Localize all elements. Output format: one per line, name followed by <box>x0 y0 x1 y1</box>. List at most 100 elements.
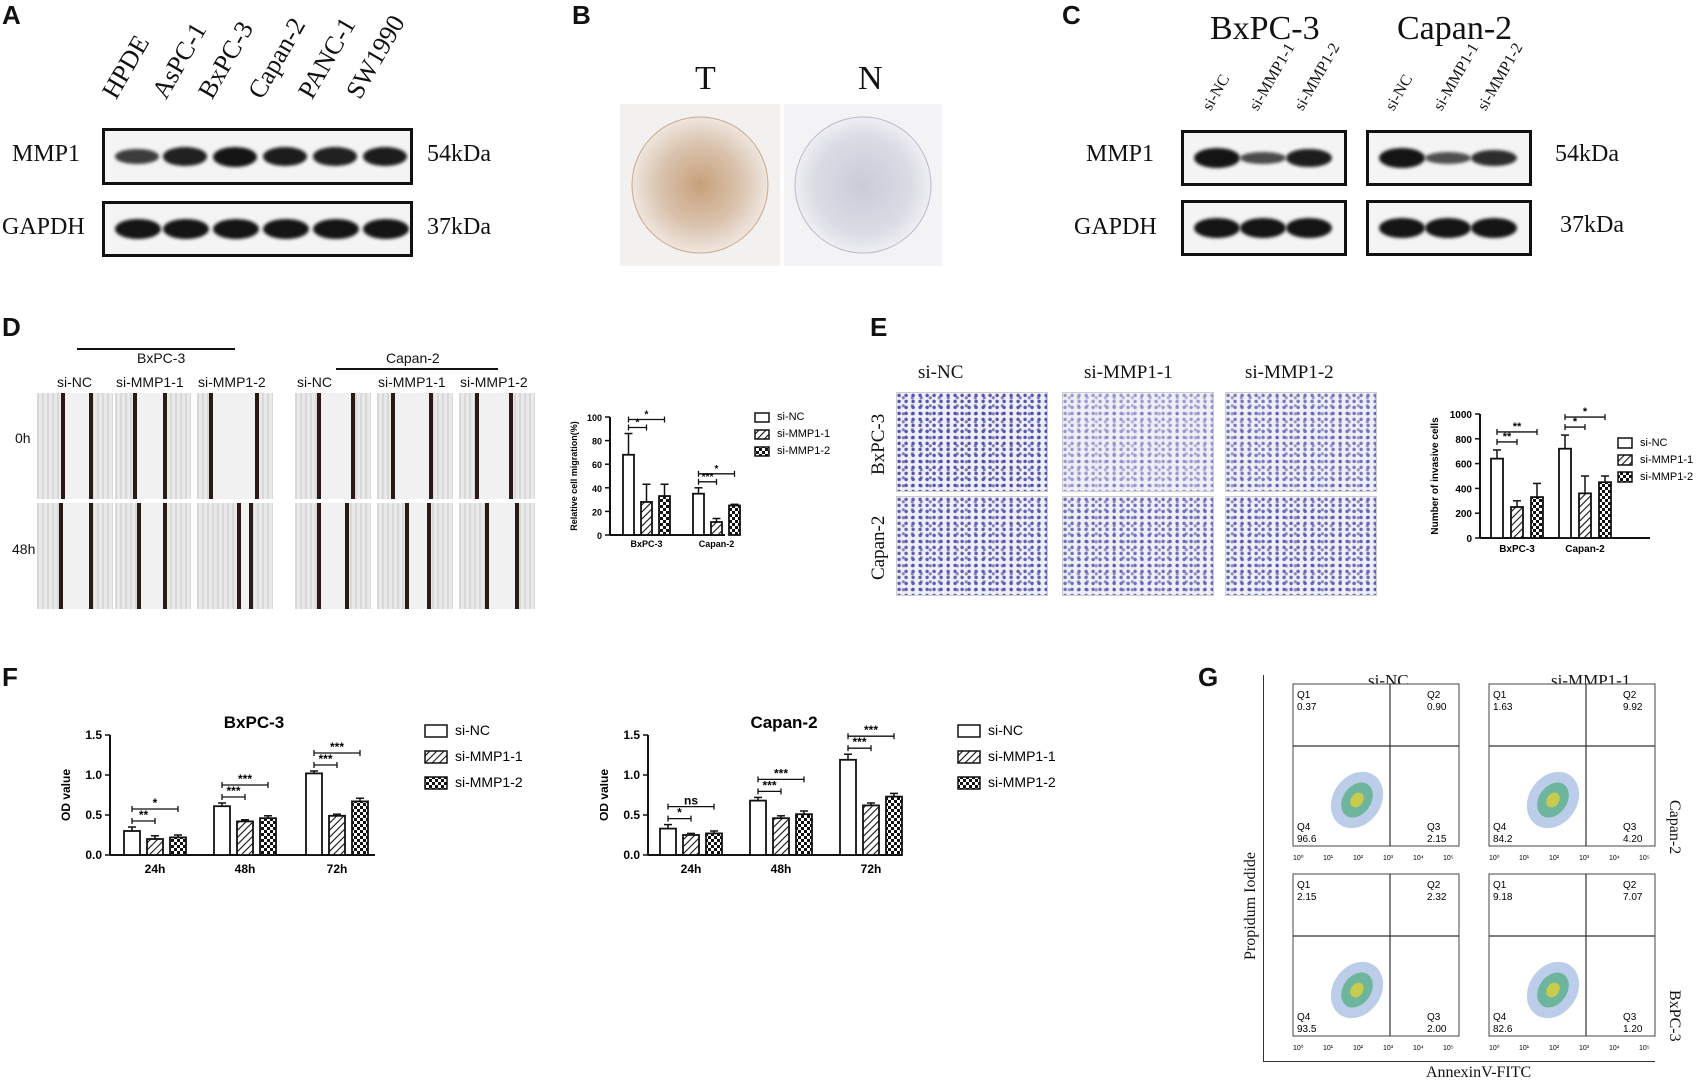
y-tick-label: 0 <box>1466 534 1472 545</box>
y-tick-label: 400 <box>1455 484 1472 495</box>
wound-image <box>197 503 273 609</box>
bar <box>772 817 790 856</box>
row-label-capan2-g: Capan-2 <box>1666 800 1683 855</box>
legend-label: si-NC <box>455 722 490 738</box>
y-tick-label: 100 <box>587 413 602 423</box>
wound-edge <box>249 503 253 609</box>
sig-label: *** <box>762 778 776 792</box>
wound-edge <box>427 503 431 609</box>
cell-population-peak <box>1546 792 1560 808</box>
quadrant-value: 2.32 <box>1427 892 1447 903</box>
wound-edge <box>137 503 141 609</box>
y-tick-label: 80 <box>592 437 602 447</box>
wound-gap <box>475 393 509 499</box>
x-tick-label-g: 10³ <box>1383 1045 1394 1052</box>
mmp1-blot-capan2 <box>1366 130 1532 186</box>
flow-plot-frame <box>1292 683 1460 847</box>
bar <box>146 838 164 856</box>
bar <box>640 501 653 536</box>
legend-label: si-NC <box>1640 437 1668 449</box>
sig-label: * <box>153 796 158 810</box>
y-tick-label: 0.5 <box>623 808 640 822</box>
time-label-48h: 48h <box>12 541 36 557</box>
legend-swatch <box>1617 437 1633 449</box>
y-tick-label: 1000 <box>1450 410 1473 421</box>
wound-edge <box>485 503 489 609</box>
x-tick-label-g: 10⁴ <box>1609 1045 1620 1052</box>
legend-label: si-MMP1-2 <box>777 445 830 457</box>
panel-label-b: B <box>572 0 591 30</box>
chart-relative-migration: 0 20 40 60 80 100 Relative cell migration(%) Bx… <box>569 410 830 549</box>
cell-population-peak <box>1350 982 1364 998</box>
legend-label: si-NC <box>988 722 1023 738</box>
y-axis-label-pi: Propidum Iodide <box>1242 852 1259 960</box>
row-label-bxpc3-g: BxPC-3 <box>1666 990 1683 1042</box>
row-label-mmp1: MMP1 <box>12 141 81 167</box>
flow-plot-frame <box>1488 683 1656 847</box>
protein-band <box>1379 218 1425 238</box>
group-line-bxpc3 <box>77 348 235 350</box>
quadrant-value: 2.15 <box>1297 892 1317 903</box>
wound-edge <box>475 393 479 499</box>
wound-image <box>459 393 535 499</box>
transwell-image <box>1062 496 1214 596</box>
flow-plot-frame <box>1488 873 1656 1037</box>
x-tick-label-g: 10¹ <box>1519 855 1530 862</box>
chart-od-bxpc3: BxPC-30.00.51.01.5OD value24h***48h*****… <box>60 713 523 876</box>
y-tick-label: 1.5 <box>85 728 102 742</box>
x-tick-label-g: 10⁰ <box>1293 854 1304 862</box>
x-tick-label: Capan-2 <box>699 539 735 549</box>
bar <box>1490 457 1504 539</box>
protein-band <box>213 219 259 239</box>
row-label-mmp1-c: MMP1 <box>1086 141 1155 167</box>
bar <box>1558 447 1572 539</box>
protein-band <box>363 219 409 239</box>
bar <box>328 814 346 856</box>
quadrant-name: Q2 <box>1623 690 1637 701</box>
wound-image <box>37 393 113 499</box>
cell-population-peak <box>1350 792 1364 808</box>
legend-label: si-MMP1-2 <box>1640 471 1693 483</box>
bar <box>658 495 671 536</box>
wound-gap <box>133 393 163 499</box>
mmp1-blot <box>102 128 413 185</box>
lane-label-c: si-NC <box>1382 71 1417 114</box>
x-tick-label-g: 10⁵ <box>1639 1045 1650 1052</box>
protein-band <box>1240 151 1286 165</box>
x-tick-label-g: 10⁴ <box>1609 855 1620 862</box>
y-tick-label: 800 <box>1455 435 1472 446</box>
wound-image <box>295 393 371 499</box>
ihc-tumor-core-image <box>620 104 780 266</box>
wound-edge <box>163 393 167 499</box>
lane-label-e: si-MMP1-2 <box>1245 362 1334 383</box>
legend-swatch <box>754 412 770 423</box>
wound-gap <box>317 393 351 499</box>
quadrant-name: Q4 <box>1493 822 1507 833</box>
sig-label: * <box>636 418 640 429</box>
wound-gap <box>317 503 345 609</box>
wound-edge <box>133 393 137 499</box>
protein-band <box>313 219 359 239</box>
quadrant-name: Q1 <box>1297 690 1311 701</box>
quadrant-value: 1.20 <box>1623 1024 1643 1035</box>
wound-edge <box>405 503 409 609</box>
quadrant-value: 9.92 <box>1623 702 1643 713</box>
sig-label: *** <box>864 723 878 737</box>
y-tick-label: 1.0 <box>623 768 640 782</box>
y-axis-label: Relative cell migration(%) <box>569 421 579 531</box>
row-label-capan2-e: Capan-2 <box>868 515 889 580</box>
bar <box>1530 496 1544 539</box>
wound-edge <box>515 503 519 609</box>
x-tick-label-g: 10¹ <box>1323 855 1334 862</box>
y-axis-label: OD value <box>600 769 611 821</box>
y-tick-label: 0 <box>597 531 602 541</box>
wound-edge <box>317 503 321 609</box>
quadrant-name: Q3 <box>1623 822 1637 833</box>
legend-swatch <box>754 446 770 457</box>
flow-plot-frame <box>1292 873 1460 1037</box>
sig-label: *** <box>330 740 344 754</box>
cell-line-bxpc3: BxPC-3 <box>1210 10 1320 47</box>
panel-label-f: F <box>2 662 18 692</box>
protein-band <box>1194 218 1240 238</box>
